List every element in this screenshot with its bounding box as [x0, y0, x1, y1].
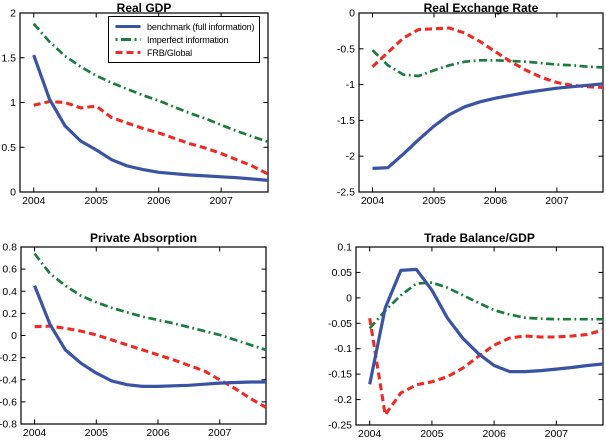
legend-label-imperfect-information: Imperfect information: [147, 34, 229, 45]
svg-text:2005: 2005: [420, 428, 444, 440]
svg-text:2006: 2006: [484, 195, 508, 207]
legend-item-frb-global: FRB/Global: [115, 46, 254, 59]
legend-item-imperfect-information: Imperfect information: [115, 33, 254, 46]
svg-text:-0.05: -0.05: [328, 318, 352, 330]
svg-text:1.5: 1.5: [1, 52, 16, 64]
legend-label-benchmark: benchmark (full information): [147, 21, 255, 32]
chart-real-exchange-rate: Real Exchange Rate 2004 2005 2006 2007 0 -0.5…: [303, 0, 606, 220]
svg-text:-0.15: -0.15: [328, 369, 352, 381]
chart-private-absorption: Private Absorption 2004 2005 2006 2007 0.8 0.…: [0, 220, 303, 440]
chart-title-private-absorption: Private Absorption: [90, 231, 197, 245]
svg-text:-1.5: -1.5: [337, 115, 355, 127]
legend-box: benchmark (full information) Imperfect i…: [108, 16, 261, 63]
legend-item-benchmark: benchmark (full information): [115, 20, 254, 33]
svg-text:2005: 2005: [85, 427, 109, 439]
svg-text:-0.5: -0.5: [337, 43, 355, 55]
svg-text:2004: 2004: [22, 195, 46, 207]
chart-title-real-exchange-rate: Real Exchange Rate: [423, 1, 539, 15]
svg-text:2: 2: [10, 8, 16, 20]
svg-text:2007: 2007: [545, 195, 569, 207]
svg-text:2007: 2007: [209, 195, 233, 207]
svg-text:2004: 2004: [23, 427, 47, 439]
svg-text:0.8: 0.8: [2, 242, 17, 254]
svg-text:2004: 2004: [361, 195, 385, 207]
svg-text:-0.1: -0.1: [334, 343, 352, 355]
svg-text:-1: -1: [346, 79, 355, 91]
svg-text:0: 0: [346, 292, 352, 304]
svg-text:-0.8: -0.8: [0, 419, 17, 431]
svg-text:2005: 2005: [422, 195, 446, 207]
svg-text:2005: 2005: [85, 195, 109, 207]
private-absorption-plot-canvas: 2004 2005 2006 2007 0.8 0.6 0.4 0.2 0 -0.2 -0.4 -0.…: [0, 242, 267, 439]
chart-real-gdp: Real GDP 2004 2005 2006 2007 0 0.5 1 1.5 2 bench…: [0, 0, 303, 220]
svg-text:2004: 2004: [358, 428, 382, 440]
legend-line-benchmark-icon: [115, 25, 141, 28]
real-exchange-rate-plot-canvas: 2004 2005 2006 2007 0 -0.5 -1 -1.5 -2 -2.5: [337, 8, 604, 207]
svg-text:-0.4: -0.4: [0, 374, 17, 386]
svg-text:-0.25: -0.25: [328, 420, 352, 432]
svg-text:2006: 2006: [482, 428, 506, 440]
svg-text:2006: 2006: [146, 427, 170, 439]
svg-text:-0.2: -0.2: [0, 352, 17, 364]
real-gdp-plot-canvas: 2004 2005 2006 2007 0 0.5 1 1.5 2: [1, 8, 269, 207]
svg-text:-0.6: -0.6: [0, 396, 17, 408]
legend-line-imperfect-icon: [115, 38, 141, 41]
svg-text:0.4: 0.4: [2, 286, 17, 298]
svg-text:0.2: 0.2: [2, 308, 17, 320]
svg-text:2007: 2007: [545, 428, 569, 440]
svg-text:0.6: 0.6: [2, 264, 17, 276]
chart-title-real-gdp: Real GDP: [116, 1, 172, 15]
chart-trade-balance-gdp: Trade Balance/GDP 2004 2005 2006 2007 0.1 0.0…: [303, 220, 606, 440]
svg-text:2007: 2007: [208, 427, 232, 439]
trade-balance-gdp-plot-canvas: 2004 2005 2006 2007 0.1 0.05 0 -0.05 -0.1 -0.15 -0…: [328, 242, 604, 440]
svg-text:-2: -2: [346, 151, 355, 163]
svg-text:-2.5: -2.5: [337, 187, 355, 199]
svg-text:0.5: 0.5: [1, 142, 16, 154]
svg-text:-0.2: -0.2: [334, 394, 352, 406]
legend-line-frb-global-icon: [115, 51, 141, 54]
svg-text:0: 0: [349, 8, 355, 20]
svg-text:0: 0: [11, 330, 17, 342]
svg-text:1: 1: [10, 97, 16, 109]
legend-label-frb-global: FRB/Global: [147, 47, 193, 58]
svg-text:0.1: 0.1: [337, 242, 352, 254]
chart-title-trade-balance-gdp: Trade Balance/GDP: [424, 231, 535, 245]
svg-text:0: 0: [10, 187, 16, 199]
svg-text:0.05: 0.05: [332, 267, 353, 279]
svg-text:2006: 2006: [147, 195, 171, 207]
